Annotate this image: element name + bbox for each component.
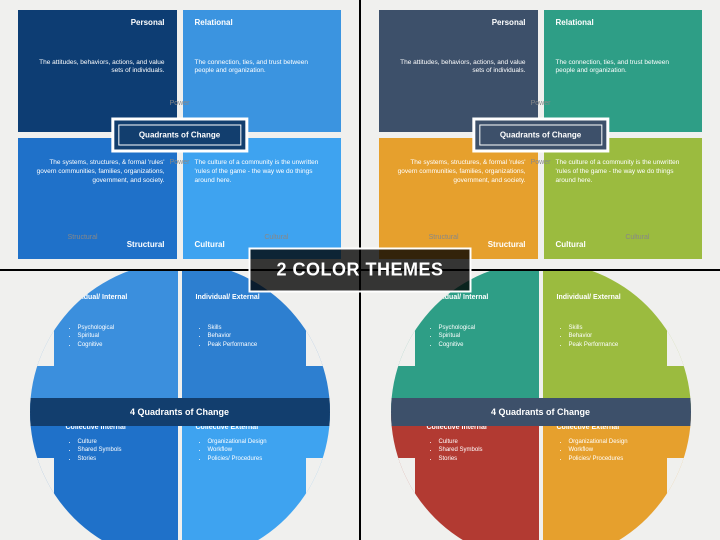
- bullet-item: Psychological: [439, 324, 525, 332]
- q-tag: Q2: [306, 306, 330, 366]
- axis-label-bottom: Power: [531, 159, 551, 166]
- quad-personal: Personal The attitudes, behaviors, actio…: [18, 10, 177, 132]
- circle-q-bullets: CultureShared SymbolsStories: [427, 438, 525, 463]
- bullet-item: Behavior: [569, 332, 655, 340]
- axis-label-right: Cultural: [625, 234, 649, 241]
- center-label: Quadrants of Change: [111, 117, 248, 152]
- bullet-item: Peak Performance: [569, 341, 655, 349]
- quad-body: The connection, ties, and trust between …: [556, 59, 691, 77]
- bullet-item: Organizational Design: [569, 438, 655, 446]
- q-tag: Q2: [667, 306, 691, 366]
- axis-label-right: Cultural: [264, 234, 288, 241]
- circle-q-bullets: Organizational DesignWorkflowPolicies/ P…: [557, 438, 655, 463]
- q-tag: Q3: [306, 458, 330, 518]
- center-label: Quadrants of Change: [472, 117, 609, 152]
- bullet-item: Skills: [569, 324, 655, 332]
- quad-title: Structural: [127, 240, 165, 251]
- quad-body: The attitudes, behaviors, actions, and v…: [391, 59, 526, 77]
- circle-q-title: Individual/ External: [557, 294, 655, 302]
- axis-label-top: Power: [170, 100, 190, 107]
- slide-circle-multi: Q1 Individual/ Internal PsychologicalSpi…: [361, 271, 720, 540]
- q-tag: Q4: [30, 458, 54, 518]
- bullet-item: Cognitive: [78, 341, 164, 349]
- bullet-item: Peak Performance: [208, 341, 294, 349]
- circle-q2: Q2 Individual/ External SkillsBehaviorPe…: [543, 271, 691, 410]
- quad-body: The systems, structures, & formal 'rules…: [391, 159, 526, 185]
- circle-band: 4 Quadrants of Change: [391, 398, 691, 426]
- bullet-item: Stories: [78, 455, 164, 463]
- slide-circle-blue: Q1 Individual/ Internal PsychologicalSpi…: [0, 271, 359, 540]
- bullet-item: Skills: [208, 324, 294, 332]
- quad-body: The systems, structures, & formal 'rules…: [30, 159, 165, 185]
- bullet-item: Culture: [439, 438, 525, 446]
- quad-cultural: The culture of a community is the unwrit…: [183, 138, 342, 260]
- circle-q-bullets: PsychologicalSpiritualCognitive: [427, 324, 525, 349]
- q-tag: Q1: [391, 306, 415, 366]
- quad-title: Relational: [556, 18, 594, 29]
- quad-body: The connection, ties, and trust between …: [195, 59, 330, 77]
- circle-q3: Q3 Collective External Organizational De…: [182, 414, 330, 540]
- axis-label-left: Structural: [68, 234, 98, 241]
- circle-q-bullets: SkillsBehaviorPeak Performance: [196, 324, 294, 349]
- circle-q3: Q3 Collective External Organizational De…: [543, 414, 691, 540]
- circle-q-title: Individual/ External: [196, 294, 294, 302]
- overlay-badge: 2 COLOR THEMES: [248, 248, 471, 293]
- slide-squares-blue: Personal The attitudes, behaviors, actio…: [0, 0, 359, 269]
- quad-personal: Personal The attitudes, behaviors, actio…: [379, 10, 538, 132]
- quad-cultural: The culture of a community is the unwrit…: [544, 138, 703, 260]
- bullet-item: Workflow: [569, 446, 655, 454]
- circle-q-title: Individual/ Internal: [66, 294, 164, 302]
- bullet-item: Spiritual: [78, 332, 164, 340]
- circle-q-bullets: PsychologicalSpiritualCognitive: [66, 324, 164, 349]
- bullet-item: Stories: [439, 455, 525, 463]
- quad-body: The attitudes, behaviors, actions, and v…: [30, 59, 165, 77]
- circle-q-title: Individual/ Internal: [427, 294, 525, 302]
- q-tag: Q1: [30, 306, 54, 366]
- circle-q-bullets: CultureShared SymbolsStories: [66, 438, 164, 463]
- quad-title: Personal: [131, 18, 165, 29]
- bullet-item: Organizational Design: [208, 438, 294, 446]
- q-tag: Q4: [391, 458, 415, 518]
- bullet-item: Policies/ Procedures: [569, 455, 655, 463]
- bullet-item: Shared Symbols: [78, 446, 164, 454]
- q-tag: Q3: [667, 458, 691, 518]
- bullet-item: Workflow: [208, 446, 294, 454]
- bullet-item: Behavior: [208, 332, 294, 340]
- quad-relational: Relational The connection, ties, and tru…: [544, 10, 703, 132]
- axis-label-bottom: Power: [170, 159, 190, 166]
- bullet-item: Spiritual: [439, 332, 525, 340]
- circle-q4: Q4 Collective Internal CultureShared Sym…: [30, 414, 178, 540]
- quad-title: Relational: [195, 18, 233, 29]
- bullet-item: Shared Symbols: [439, 446, 525, 454]
- quad-title: Structural: [488, 240, 526, 251]
- quad-title: Cultural: [195, 240, 225, 251]
- bullet-item: Policies/ Procedures: [208, 455, 294, 463]
- circle-q1: Q1 Individual/ Internal PsychologicalSpi…: [30, 271, 178, 410]
- axis-label-top: Power: [531, 100, 551, 107]
- slide-squares-multi: Personal The attitudes, behaviors, actio…: [361, 0, 720, 269]
- circle-q-bullets: Organizational DesignWorkflowPolicies/ P…: [196, 438, 294, 463]
- bullet-item: Psychological: [78, 324, 164, 332]
- bullet-item: Cognitive: [439, 341, 525, 349]
- quad-body: The culture of a community is the unwrit…: [556, 159, 691, 185]
- quad-body: The culture of a community is the unwrit…: [195, 159, 330, 185]
- bullet-item: Culture: [78, 438, 164, 446]
- circle-q-bullets: SkillsBehaviorPeak Performance: [557, 324, 655, 349]
- quad-relational: Relational The connection, ties, and tru…: [183, 10, 342, 132]
- quad-title: Personal: [492, 18, 526, 29]
- quad-title: Cultural: [556, 240, 586, 251]
- circle-q4: Q4 Collective Internal CultureShared Sym…: [391, 414, 539, 540]
- axis-label-left: Structural: [429, 234, 459, 241]
- circle-band: 4 Quadrants of Change: [30, 398, 330, 426]
